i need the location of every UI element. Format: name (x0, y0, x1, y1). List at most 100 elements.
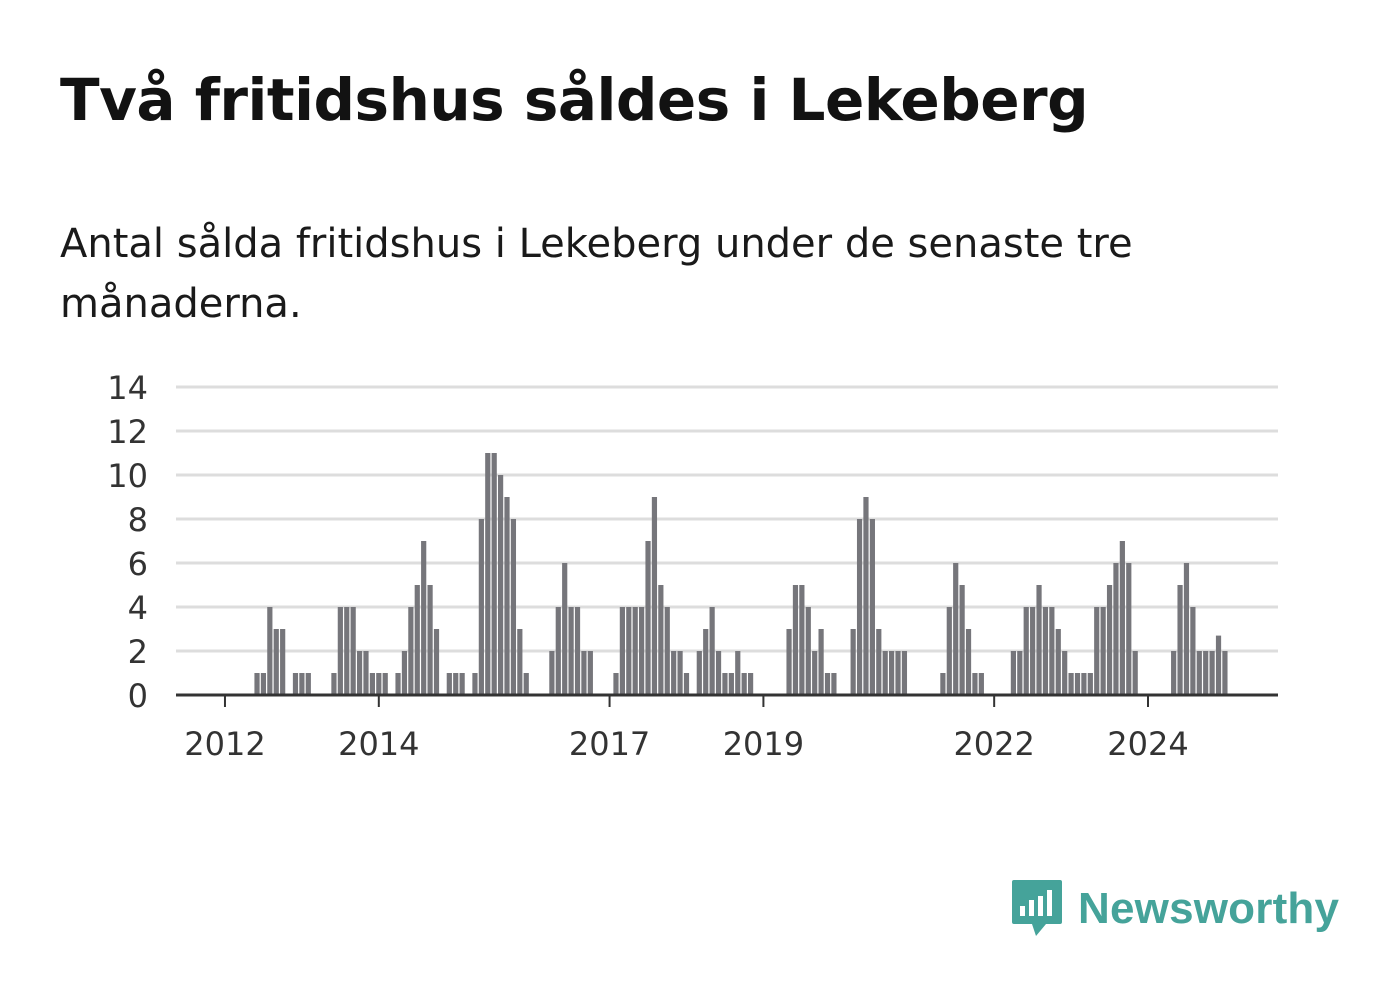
bar (331, 673, 337, 695)
bar (792, 585, 799, 695)
bar (1055, 629, 1061, 695)
bar (459, 673, 465, 695)
bar (626, 607, 632, 695)
y-tick-label: 8 (128, 501, 148, 539)
bar (728, 673, 734, 695)
bar (491, 453, 497, 695)
bar (427, 585, 433, 695)
y-tick-label: 6 (128, 545, 148, 583)
bar (1017, 651, 1023, 695)
chart-subtitle: Antal sålda fritidshus i Lekeberg under … (60, 221, 1133, 327)
y-axis-ticks: 0 2 4 6 8 10 12 14 (107, 369, 148, 715)
bar (1196, 651, 1202, 695)
bar (498, 475, 504, 695)
y-tick-label: 2 (128, 633, 148, 671)
bar (671, 651, 677, 695)
bar (799, 585, 805, 695)
bar (747, 673, 754, 695)
bar (472, 673, 478, 695)
bar (478, 519, 484, 695)
bar (786, 629, 792, 695)
bar (1042, 607, 1049, 695)
bar (658, 585, 664, 695)
y-tick-label: 14 (107, 369, 148, 407)
bar (677, 651, 683, 695)
y-tick-label: 12 (107, 413, 148, 451)
bar (382, 673, 388, 695)
bar (1100, 607, 1106, 695)
bar (280, 629, 286, 695)
bar (1074, 673, 1081, 695)
bar (504, 497, 510, 695)
bar (1081, 673, 1087, 695)
bar (1087, 673, 1093, 695)
bar (946, 607, 952, 695)
bar (1010, 651, 1016, 695)
bar (254, 673, 260, 695)
bar (805, 607, 811, 695)
bar (1132, 651, 1138, 695)
y-tick-label: 10 (107, 457, 148, 495)
bar (356, 651, 363, 695)
y-tick-label: 0 (128, 677, 148, 715)
bar (549, 651, 555, 695)
data-label-latest: 2 (1219, 0, 1241, 9)
bar (299, 673, 305, 695)
bar (485, 453, 491, 695)
bar (664, 607, 670, 695)
bar (517, 629, 523, 695)
bar (1030, 607, 1036, 695)
bar (632, 607, 638, 695)
bar (260, 673, 267, 695)
bar (581, 651, 587, 695)
bar (1036, 585, 1042, 695)
bar (831, 673, 837, 695)
bar (1023, 607, 1029, 695)
bar (568, 607, 574, 695)
bar (510, 519, 517, 695)
x-tick-label: 2022 (953, 725, 1034, 763)
x-tick-label: 2014 (338, 725, 419, 763)
bar (856, 519, 863, 695)
x-tick-label: 2024 (1107, 725, 1188, 763)
bar (446, 673, 452, 695)
bar (940, 673, 946, 695)
bar (696, 651, 702, 695)
y-tick-label: 4 (128, 589, 148, 627)
bar (683, 673, 690, 695)
bar (1049, 607, 1055, 695)
bar (619, 607, 625, 695)
bar (895, 651, 901, 695)
bar (587, 651, 593, 695)
bar (574, 607, 581, 695)
bars (254, 453, 1228, 695)
bar (1203, 651, 1209, 695)
bar (408, 607, 414, 695)
bar (972, 673, 978, 695)
bar (882, 651, 888, 695)
bar (414, 585, 420, 695)
bar (305, 673, 311, 695)
bar (722, 673, 728, 695)
bar (1068, 673, 1074, 695)
bar (395, 673, 401, 695)
bar (1222, 651, 1228, 695)
bar (1177, 585, 1183, 695)
bar (523, 673, 529, 695)
bar (401, 651, 408, 695)
bar (363, 651, 369, 695)
bar (741, 673, 747, 695)
bar (876, 629, 882, 695)
bar (901, 651, 908, 695)
bar (1113, 563, 1119, 695)
bar (433, 629, 440, 695)
bar (267, 607, 273, 695)
bar (953, 563, 959, 695)
newsworthy-logo[interactable]: Newsworthy (1010, 878, 1339, 940)
bar (715, 651, 722, 695)
bar (1171, 651, 1177, 695)
bar (369, 673, 375, 695)
bar (709, 607, 715, 695)
x-axis-ticks: 2012 2014 2017 2019 2022 2024 (184, 695, 1189, 763)
bar (869, 519, 875, 695)
